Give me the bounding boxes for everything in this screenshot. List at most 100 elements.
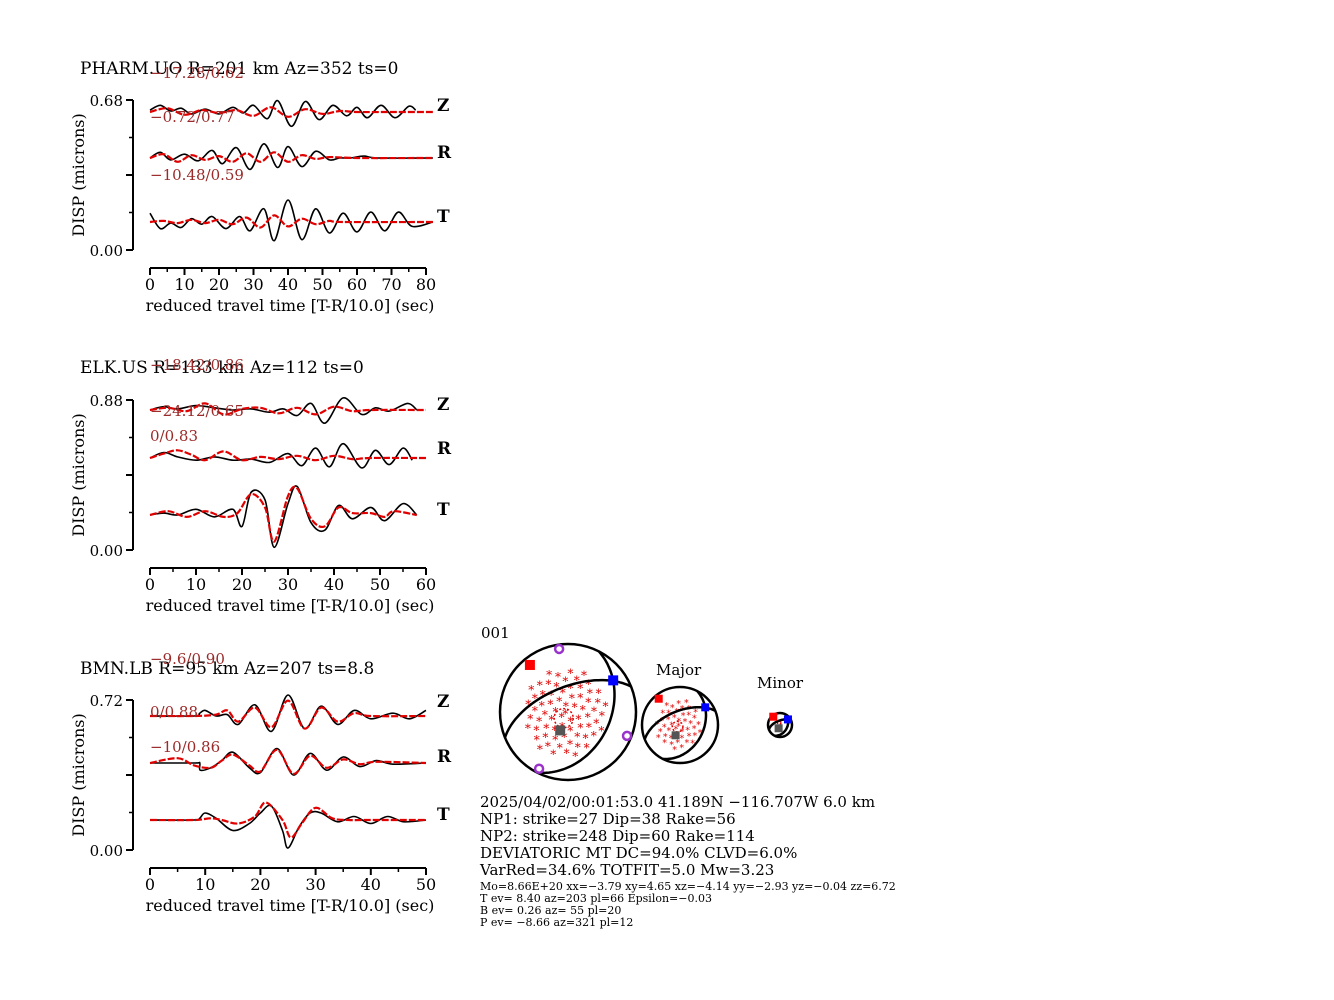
compression-star: * — [585, 695, 591, 709]
x-tick-label: 30 — [278, 575, 298, 594]
compression-star: * — [693, 708, 698, 718]
compression-star: * — [680, 735, 685, 745]
compression-star: * — [693, 732, 698, 742]
compression-star: * — [581, 669, 587, 683]
compression-star: * — [574, 730, 580, 744]
nodal-plane-2: NP2: strike=248 Dip=60 Rake=114 — [480, 827, 755, 845]
station-marker — [553, 643, 565, 655]
compression-star: * — [585, 677, 591, 691]
compression-star: * — [688, 720, 693, 730]
b-axis-values: B ev= 0.26 az= 55 pl=20 — [480, 904, 622, 917]
compression-star: * — [660, 717, 665, 727]
compression-star: * — [584, 741, 590, 755]
x-tick-label: 70 — [381, 275, 401, 294]
panel-title: ELK.US R=133 km Az=112 ts=0 — [80, 358, 364, 378]
x-tick-label: 40 — [361, 875, 381, 894]
x-tick-label: 50 — [370, 575, 390, 594]
compression-star: * — [662, 739, 667, 749]
compression-star: * — [528, 683, 534, 697]
component-label: Z — [437, 692, 449, 712]
compression-star: * — [575, 741, 581, 755]
synthetic-trace — [149, 402, 427, 416]
inner-ring — [553, 707, 574, 729]
p-axis-marker — [524, 659, 535, 670]
compression-star: * — [598, 724, 604, 738]
compression-star: * — [540, 688, 546, 702]
observed-trace — [149, 199, 434, 242]
x-axis-label: reduced travel time [T-R/10.0] (sec) — [146, 296, 435, 315]
compression-star: * — [690, 740, 695, 750]
observed-trace — [149, 694, 427, 733]
x-tick-label: 30 — [305, 875, 325, 894]
event-line: 2025/04/02/00:01:53.0 41.189N −116.707W … — [480, 793, 876, 811]
p-axis-values: P ev= −8.66 az=321 pl=12 — [480, 916, 634, 929]
synthetic-trace — [149, 151, 433, 163]
compression-star: * — [569, 692, 575, 706]
compression-star: * — [593, 716, 599, 730]
x-axis-label: reduced travel time [T-R/10.0] (sec) — [146, 596, 435, 615]
compression-star: * — [680, 744, 685, 754]
y-axis-label: DISP (microns) — [69, 713, 88, 837]
p-axis-marker — [654, 694, 663, 703]
beachball: ***** ******* ************* ***************… — [640, 685, 720, 765]
x-tick-label: 50 — [312, 275, 332, 294]
compression-star: * — [672, 714, 677, 724]
compression-star: * — [585, 710, 591, 724]
beachball: ***** ******* ************* ***************… — [498, 642, 638, 782]
observed-trace — [149, 485, 418, 549]
compression-star: * — [580, 703, 586, 717]
compression-star: * — [542, 731, 548, 745]
fit-annotation: −9.6/0.90 — [150, 650, 225, 668]
b-axis-marker — [701, 703, 710, 712]
compression-star: * — [552, 733, 558, 747]
compression-star: * — [662, 723, 667, 733]
compression-star: * — [550, 747, 556, 761]
compression-star: * — [536, 715, 542, 729]
compression-star: * — [666, 716, 671, 726]
compression-star: * — [562, 675, 568, 689]
x-axis-label: reduced travel time [T-R/10.0] (sec) — [146, 896, 435, 915]
component-label: T — [437, 207, 450, 227]
compression-star: * — [685, 739, 690, 749]
compression-star: * — [680, 728, 685, 738]
y-tick-label: 0.88 — [90, 392, 123, 410]
compression-star: * — [676, 739, 681, 749]
compression-star: * — [672, 746, 677, 756]
beachball-outline — [498, 642, 638, 782]
compression-star: * — [525, 698, 531, 712]
fit-annotation: −0.72/0.77 — [150, 108, 234, 126]
b-axis-marker — [783, 715, 792, 724]
t-axis-marker — [555, 725, 566, 736]
station-panel: BMN.LB R=95 km Az=207 ts=8.8 0.72 0.00DISP… — [69, 650, 452, 915]
compression-star: * — [674, 725, 679, 735]
compression-star: * — [542, 708, 548, 722]
compression-star: * — [557, 741, 563, 755]
compression-star: * — [685, 726, 690, 736]
component-label: R — [437, 747, 452, 767]
synthetic-trace — [149, 449, 427, 462]
y-tick-label: 0.68 — [90, 92, 123, 110]
y-tick-label: 0.00 — [90, 542, 123, 560]
x-tick-label: 10 — [174, 275, 194, 294]
station-panel: ELK.US R=133 km Az=112 ts=0 0.88 0.00DISP … — [69, 356, 452, 615]
observed-trace — [149, 397, 418, 424]
compression-star: * — [595, 696, 601, 710]
compression-star: * — [587, 687, 593, 701]
observed-trace — [149, 804, 427, 849]
compression-star: * — [577, 691, 583, 705]
observed-trace — [149, 442, 413, 469]
compression-star: * — [669, 741, 674, 751]
compression-star: * — [532, 691, 538, 705]
compression-star: * — [664, 702, 669, 712]
beachball-outline — [640, 685, 720, 765]
compression-star: * — [676, 700, 681, 710]
fit-annotation: −18.42/0.86 — [150, 356, 244, 374]
synthetic-trace — [149, 699, 427, 730]
compression-star: * — [599, 709, 605, 723]
panel-title: PHARM.UO R=201 km Az=352 ts=0 — [80, 59, 398, 79]
compression-star: * — [670, 704, 675, 714]
y-axis-label: DISP (microns) — [69, 113, 88, 237]
compressional-stars: ***** ******* ************* ***************… — [655, 699, 703, 756]
y-tick-label: 0.72 — [90, 692, 123, 710]
compression-star: * — [563, 699, 569, 713]
